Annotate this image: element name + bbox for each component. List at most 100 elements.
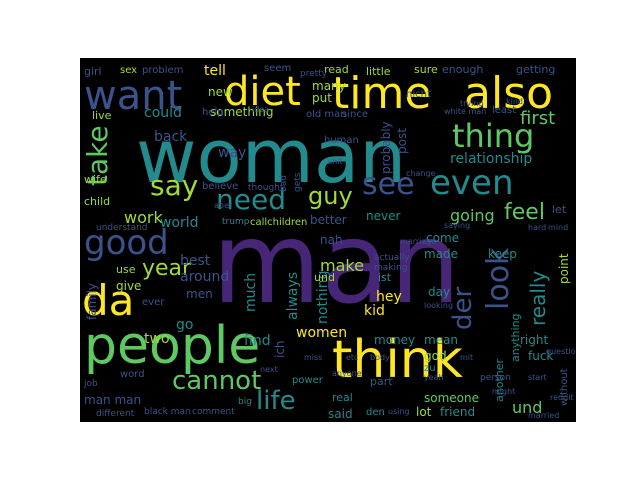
word-read: read [324, 63, 349, 76]
word-point: point [557, 253, 571, 284]
word-using: using [388, 407, 410, 416]
word-always: always [285, 271, 301, 320]
word-thing: thing [452, 117, 535, 155]
word-yeah: yeah [424, 373, 444, 382]
word-trump: trump [222, 217, 250, 227]
word-kid: kid [364, 303, 385, 319]
word-little: little [366, 65, 391, 78]
word-und-small: und [314, 271, 335, 284]
word-sex: sex [120, 65, 138, 76]
word-anyone: anyone [332, 369, 362, 378]
word-world: world [160, 215, 199, 231]
word-work: work [124, 208, 163, 227]
word-cloud: man woman people think time also want di… [80, 58, 576, 422]
word-could: could [144, 105, 182, 121]
word-men: men [186, 287, 213, 301]
word-probably: probably [379, 121, 393, 174]
word-go: go [176, 317, 194, 333]
word-think: think [332, 330, 463, 390]
word-post: post [395, 128, 409, 154]
word-something: something [210, 105, 274, 119]
word-und: und [512, 398, 543, 417]
word-man-man: man man [84, 393, 142, 407]
word-den: den [366, 407, 385, 418]
word-hey: hey [376, 289, 402, 305]
word-woman: woman [136, 114, 407, 200]
word-live: live [92, 109, 112, 122]
word-back: back [154, 129, 188, 145]
word-married: married [528, 411, 560, 420]
word-sure: sure [414, 63, 438, 76]
word-make: make [320, 256, 364, 275]
word-someone: someone [424, 391, 479, 405]
word-mit: mit [460, 353, 474, 362]
word-ich: ich [273, 340, 287, 358]
word-lot: lot [416, 405, 432, 419]
word-actually: actually [374, 253, 410, 263]
word-way: way [218, 145, 247, 161]
word-pretty: pretty [300, 69, 328, 79]
word-ever: ever [142, 297, 165, 308]
word-hard: hard [528, 223, 547, 232]
word-black-man: black man [144, 407, 191, 417]
word-say: say [150, 169, 199, 202]
word-might: might [492, 387, 516, 396]
word-time: time [332, 68, 432, 119]
word-different: different [96, 409, 135, 419]
word-day: day [428, 285, 451, 299]
word-making: making [374, 263, 408, 273]
word-callchildren: callchildren [250, 217, 308, 228]
word-da: da [82, 276, 135, 325]
word-wife: wife [84, 173, 107, 186]
word-new: new [208, 85, 233, 99]
word-fuck: fuck [528, 349, 554, 363]
word-believe: believe [202, 181, 239, 192]
word-two: two [144, 331, 170, 347]
word-god: god [424, 349, 447, 363]
word-part: part [370, 375, 393, 388]
word-even: even [430, 163, 514, 203]
word-cannot: cannot [172, 366, 262, 396]
word-body: body [370, 353, 390, 362]
word-comment: comment [192, 407, 235, 417]
word-want: want [84, 73, 183, 119]
word-child: child [84, 195, 111, 208]
word-guy: guy [308, 182, 353, 210]
word-big: big [238, 397, 252, 407]
word-gets: gets [293, 172, 303, 192]
word-women: women [296, 325, 348, 341]
word-said: said [328, 407, 353, 421]
word-much: much [243, 272, 259, 312]
word-next: next [260, 365, 278, 374]
word-come: come [426, 231, 460, 245]
word-really: really [526, 270, 550, 326]
word-feel: feel [504, 200, 545, 225]
word-made: made [424, 247, 459, 261]
word-thought: thought [248, 183, 284, 193]
word-kind: kind [506, 97, 524, 106]
word-job: job [84, 379, 98, 389]
word-der: der [448, 286, 478, 330]
word-problem: problem [142, 65, 184, 76]
word-nah: nah [320, 233, 343, 247]
word-reddit: reddit [550, 393, 574, 402]
word-shit: shit [328, 157, 343, 166]
word-many: many [312, 79, 346, 93]
word-give: give [116, 279, 142, 293]
word-first: first [520, 108, 556, 129]
word-keep: keep [488, 247, 517, 261]
word-put: put [312, 91, 332, 105]
word-change: change [406, 169, 436, 178]
word-trying: trying [460, 99, 484, 108]
word-word: word [120, 369, 145, 380]
word-power: power [292, 375, 323, 386]
word-start: start [528, 373, 547, 382]
word-mind: mind [548, 223, 569, 232]
word-least: least [492, 105, 517, 116]
word-bad: bad [279, 175, 289, 192]
word-seem: seem [264, 63, 292, 74]
word-right: right [520, 333, 549, 347]
word-man: man [212, 199, 461, 329]
word-diet: diet [224, 69, 301, 115]
word-miss: miss [304, 353, 323, 362]
